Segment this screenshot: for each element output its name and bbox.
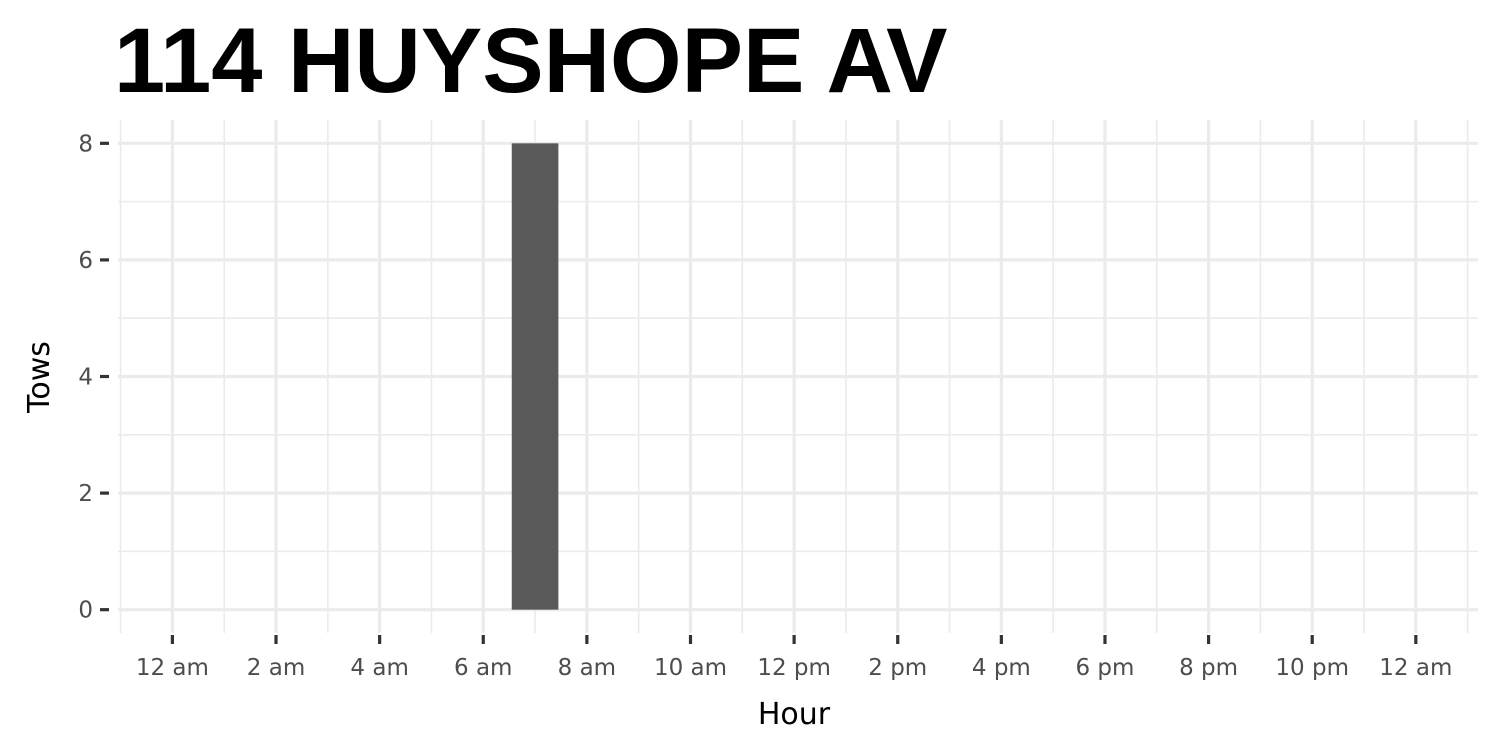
x-tick-label: 12 am [1379,655,1452,681]
x-axis-title: Hour [758,697,831,732]
grid-major [118,120,1478,633]
y-tick-label: 4 [78,365,93,391]
x-tick-label: 10 pm [1275,655,1349,681]
x-tick-label: 12 am [136,655,209,681]
x-tick-label: 4 am [350,655,408,681]
chart-title: 114 HUYSHOPE AV [114,10,947,112]
x-tick-label: 2 am [247,655,305,681]
x-tick-label: 6 am [454,655,512,681]
x-tick-label: 6 pm [1075,655,1134,681]
y-tick-label: 6 [78,248,93,274]
bar-hour-7 [511,143,559,610]
x-tick-label: 10 am [654,655,727,681]
y-tick-label: 0 [78,598,93,624]
x-axis: 12 am 2 am 4 am 6 am 8 am 10 am 12 pm 2 pm 4 pm 6… [136,635,1452,681]
y-axis-title: Tows [22,341,57,414]
x-tick-label: 2 pm [868,655,927,681]
x-tick-label: 4 pm [972,655,1031,681]
x-tick-label: 8 pm [1179,655,1238,681]
y-tick-label: 2 [78,481,93,507]
y-axis: 0 2 4 6 8 [78,131,109,624]
x-tick-label: 8 am [558,655,616,681]
x-tick-label: 12 pm [757,655,831,681]
bars [511,143,559,610]
y-tick-label: 8 [78,131,93,157]
